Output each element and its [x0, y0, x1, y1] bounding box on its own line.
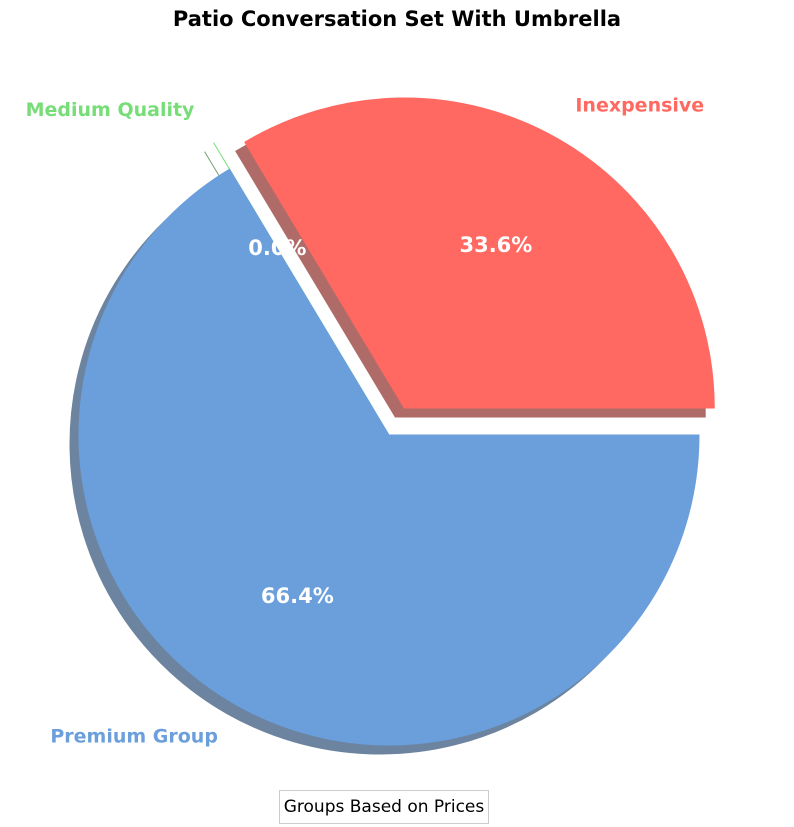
legend-title: Groups Based on Prices: [283, 797, 485, 817]
percent-labels: 33.6% 0.0% 66.4%: [248, 233, 532, 608]
percent-inexpensive: 33.6%: [459, 233, 532, 257]
pie-slices: [78, 97, 715, 746]
legend: Groups Based on Prices: [279, 790, 489, 824]
label-premium-group: Premium Group: [50, 726, 218, 748]
percent-medium-quality: 0.0%: [248, 236, 306, 260]
percent-premium-group: 66.4%: [261, 584, 334, 608]
slice-premium-group: [78, 168, 700, 746]
chart-title: Patio Conversation Set With Umbrella: [173, 7, 621, 31]
category-labels: Inexpensive Medium Quality Premium Group: [26, 94, 705, 747]
slice-inexpensive: [244, 97, 715, 409]
label-inexpensive: Inexpensive: [575, 94, 704, 116]
label-medium-quality: Medium Quality: [26, 99, 195, 121]
